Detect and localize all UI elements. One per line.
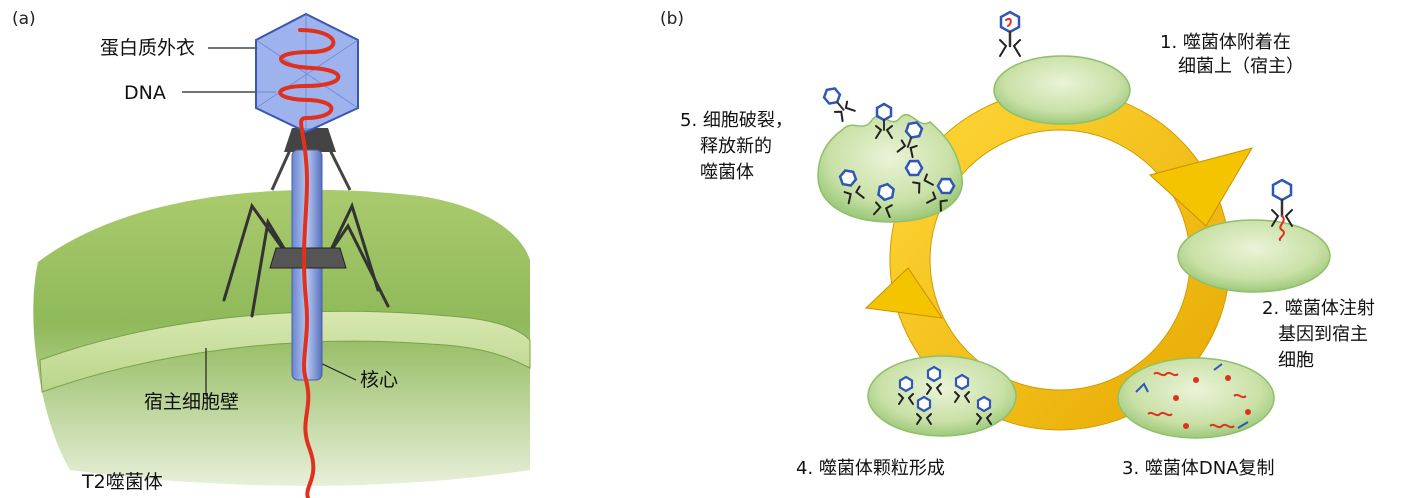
step-3-label: 3. 噬菌体DNA复制 (1122, 458, 1275, 479)
panel-a: (a) 蛋白质外衣 DNA 核心 宿主细胞壁 T2噬菌体 (12, 9, 531, 498)
cell-step-3 (1117, 357, 1275, 439)
phage-icon (896, 121, 924, 159)
step-2-line-2: 基因到宿主 (1278, 324, 1368, 345)
step-2-line-3: 细胞 (1278, 350, 1314, 371)
tail-parts (1135, 363, 1249, 429)
label-core: 核心 (360, 369, 398, 391)
cell-step-4 (867, 355, 1017, 437)
phage-icon (916, 395, 932, 425)
label-host-wall: 宿主细胞壁 (144, 391, 239, 413)
phage-icon (926, 177, 956, 212)
step-5-line-2: 释放新的 (700, 136, 772, 157)
tail-collar (284, 128, 336, 152)
step-2-line-1: 2. 噬菌体注射 (1262, 298, 1375, 319)
label-protein-coat: 蛋白质外衣 (100, 37, 195, 59)
tail-whiskers (270, 149, 352, 191)
panel-a-tag: (a) (12, 9, 36, 29)
dna-strand (278, 28, 341, 498)
step-5-line-3: 噬菌体 (700, 162, 754, 183)
cell-step-1 (993, 55, 1131, 125)
phage-icon (822, 87, 856, 123)
arrow-head-right (1148, 147, 1254, 227)
step-4-label: 4. 噬菌体颗粒形成 (796, 458, 945, 479)
phage-icon (898, 375, 914, 405)
base-plate (269, 247, 347, 269)
phage-icon (999, 10, 1021, 57)
phage-icon (976, 395, 992, 425)
phage-icon (1271, 178, 1293, 241)
replicating-dna (1147, 371, 1247, 429)
host-wall-band (39, 310, 531, 393)
step-1-line-1: 1. 噬菌体附着在 (1160, 32, 1291, 53)
phage-icon (904, 159, 934, 194)
phage-icon (872, 182, 895, 219)
tail-fibers (222, 201, 390, 318)
phages (822, 10, 1293, 425)
phage-icon (926, 365, 942, 395)
phage-icon (954, 373, 970, 403)
arrow-head-left (864, 267, 944, 319)
label-dna: DNA (124, 82, 166, 104)
phage-icon (875, 102, 893, 139)
phage-icon (838, 169, 865, 205)
cell-step-2 (1177, 219, 1331, 293)
step-5-line-1: 5. 细胞破裂， (680, 110, 793, 131)
step-1-line-2: 细菌上（宿主） (1178, 56, 1304, 77)
label-t2: T2噬菌体 (81, 471, 163, 493)
panel-b-tag: (b) (660, 9, 684, 29)
capsid-parts (1173, 375, 1251, 429)
panel-b: (b) (660, 9, 1375, 479)
